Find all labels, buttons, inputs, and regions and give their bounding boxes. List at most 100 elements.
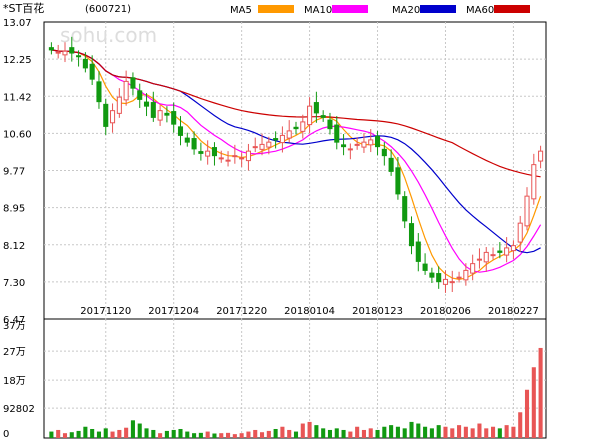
- volume-bar: [307, 421, 312, 438]
- candle-body: [429, 272, 435, 278]
- volume-bar: [300, 423, 305, 438]
- volume-bar: [117, 429, 122, 438]
- volume-bar: [436, 425, 441, 438]
- legend-label-ma20: MA20: [392, 5, 420, 16]
- candle-body: [225, 159, 231, 162]
- candle-body: [395, 167, 401, 195]
- volume-bar: [96, 431, 101, 438]
- candle-body: [239, 157, 245, 160]
- candle-body: [368, 139, 374, 146]
- candle-body: [449, 281, 455, 284]
- volume-bar: [239, 433, 244, 438]
- candle-body: [408, 223, 415, 247]
- date-tick-label: 20180123: [352, 306, 403, 317]
- volume-bar: [259, 432, 265, 438]
- candle-body: [341, 144, 347, 148]
- candle-body: [504, 247, 510, 256]
- candle-body: [273, 138, 279, 141]
- volume-bar: [192, 433, 197, 438]
- volume-bar: [341, 429, 346, 438]
- volume-bar: [226, 432, 231, 438]
- volume-bar: [443, 426, 448, 438]
- legend-label-ma10: MA10: [304, 5, 332, 16]
- volume-bar: [232, 434, 237, 438]
- volume-bar: [484, 428, 489, 438]
- candle-body: [116, 96, 122, 114]
- candle-body: [259, 143, 265, 150]
- volume-bar: [130, 420, 135, 438]
- candle-body: [103, 103, 109, 127]
- price-axis: 13.07 12.25 11.42 10.60 9.77 8.95 8.12 7.30 6.47: [3, 18, 32, 326]
- volume-bar: [90, 428, 95, 438]
- candle-body: [110, 110, 116, 124]
- price-tick-label: 12.25: [3, 55, 32, 66]
- date-axis: 20171120 20171204 20171220 20180104 20180123…: [80, 306, 539, 317]
- legend-swatch-ma60: [494, 5, 530, 13]
- candle-body: [300, 121, 306, 132]
- candle-body: [490, 254, 496, 257]
- legend-swatch-ma10: [332, 5, 368, 13]
- candle-body: [55, 51, 61, 54]
- volume-bar: [49, 431, 54, 438]
- candle-body: [517, 222, 523, 243]
- volume-bar: [185, 431, 190, 438]
- volume-tick-label: 0: [3, 429, 9, 440]
- price-tick-label: 7.30: [3, 278, 25, 289]
- volume-tick-label: 92802: [3, 404, 35, 415]
- volume-bar: [463, 426, 468, 438]
- price-panel-frame: [43, 21, 547, 320]
- date-tick-label: 20180206: [420, 306, 471, 317]
- candle-body: [211, 147, 218, 157]
- volume-bar: [158, 433, 163, 438]
- volume-bar: [205, 431, 210, 438]
- candle-body: [436, 273, 442, 283]
- volume-bar: [83, 426, 88, 438]
- watermark: sohu.com: [60, 23, 157, 47]
- volume-bar: [382, 426, 387, 438]
- volume-bar: [287, 429, 292, 438]
- date-tick-label: 20180104: [284, 306, 335, 317]
- price-tick-label: 13.07: [3, 18, 32, 29]
- candle-body: [327, 119, 333, 130]
- volume-bar: [491, 426, 496, 438]
- volume-bar: [198, 432, 203, 438]
- volume-bar: [212, 433, 217, 438]
- candle-body: [497, 250, 503, 253]
- candle-body: [510, 245, 516, 252]
- candle-body: [483, 251, 489, 263]
- volume-bar: [280, 426, 285, 438]
- volume-bar: [477, 423, 482, 438]
- stock-code: (600721): [85, 4, 131, 15]
- volume-bar: [429, 428, 434, 438]
- volume-bar: [273, 428, 278, 438]
- volume-bar: [348, 431, 353, 438]
- candle-body: [76, 55, 82, 58]
- candle-body: [198, 151, 204, 154]
- candle-body: [232, 155, 238, 158]
- candle-body: [422, 263, 428, 271]
- volume-bar: [110, 431, 115, 438]
- volume-axis: 37万 27万 18万 92802 0: [3, 321, 35, 440]
- candle-body: [307, 105, 313, 126]
- candle-body: [531, 164, 537, 200]
- volume-bar: [144, 428, 149, 438]
- candle-body: [334, 124, 340, 143]
- volume-bar: [321, 428, 326, 438]
- candle-body: [143, 101, 150, 107]
- candle-body: [313, 102, 319, 114]
- volume-bar: [334, 428, 339, 438]
- candle-body: [171, 111, 177, 125]
- volume-bar: [327, 429, 333, 438]
- volume-bar: [416, 423, 421, 438]
- volume-bar: [524, 389, 530, 438]
- volume-tick-label: 37万: [3, 321, 26, 332]
- volume-bar: [538, 347, 543, 438]
- candle-body: [524, 195, 530, 227]
- volume-bar: [171, 429, 176, 438]
- volume-bar: [531, 367, 536, 438]
- price-tick-label: 6.47: [3, 315, 25, 326]
- candle-body: [476, 258, 482, 261]
- volume-bar: [518, 412, 523, 438]
- candle-body: [470, 263, 476, 274]
- price-tick-label: 8.95: [3, 204, 25, 215]
